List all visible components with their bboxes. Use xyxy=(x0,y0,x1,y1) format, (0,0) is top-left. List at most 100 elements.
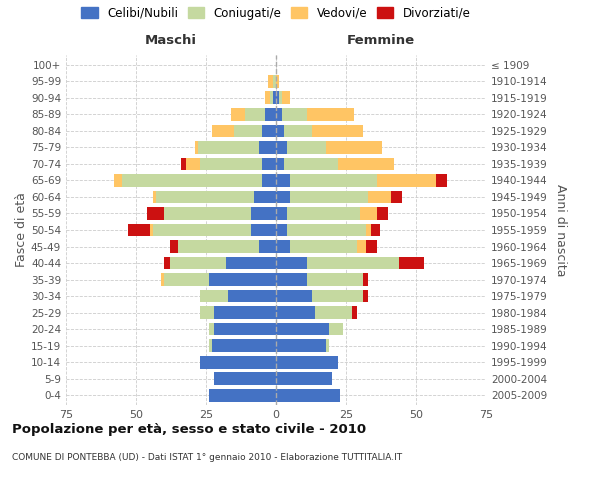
Bar xyxy=(197,141,259,154)
Bar xyxy=(276,388,340,402)
Bar xyxy=(251,207,276,220)
Bar xyxy=(262,174,276,187)
Bar xyxy=(371,224,380,236)
Bar xyxy=(234,124,262,138)
Bar xyxy=(251,224,276,236)
Text: COMUNE DI PONTEBBA (UD) - Dati ISTAT 1° gennaio 2010 - Elaborazione TUTTITALIA.I: COMUNE DI PONTEBBA (UD) - Dati ISTAT 1° … xyxy=(12,452,402,462)
Bar xyxy=(357,240,365,253)
Bar xyxy=(377,207,388,220)
Bar xyxy=(276,290,313,302)
Bar xyxy=(290,174,377,187)
Bar xyxy=(360,207,377,220)
Bar xyxy=(284,158,338,170)
Bar xyxy=(436,174,447,187)
Bar xyxy=(276,141,287,154)
Bar xyxy=(209,339,212,352)
Bar xyxy=(170,256,226,270)
Bar xyxy=(352,306,357,319)
Bar xyxy=(271,92,273,104)
Text: Maschi: Maschi xyxy=(145,34,197,46)
Bar xyxy=(284,124,313,138)
Bar xyxy=(391,190,402,203)
Bar xyxy=(170,240,178,253)
Bar xyxy=(365,224,371,236)
Bar xyxy=(276,322,329,336)
Bar xyxy=(268,75,273,88)
Bar xyxy=(161,273,164,286)
Bar xyxy=(181,158,187,170)
Bar xyxy=(290,190,368,203)
Bar xyxy=(329,322,343,336)
Bar xyxy=(287,207,360,220)
Bar xyxy=(276,273,307,286)
Bar xyxy=(214,306,276,319)
Bar xyxy=(290,240,357,253)
Bar xyxy=(363,290,368,302)
Bar xyxy=(262,158,276,170)
Bar xyxy=(259,240,276,253)
Bar xyxy=(209,322,214,336)
Bar xyxy=(281,108,307,121)
Bar xyxy=(164,273,209,286)
Bar xyxy=(262,124,276,138)
Bar xyxy=(265,92,271,104)
Bar xyxy=(276,207,287,220)
Bar xyxy=(259,141,276,154)
Bar xyxy=(273,75,276,88)
Bar xyxy=(178,240,259,253)
Bar xyxy=(276,356,338,368)
Bar xyxy=(273,92,276,104)
Bar xyxy=(313,124,363,138)
Bar xyxy=(287,141,326,154)
Bar xyxy=(307,108,355,121)
Bar xyxy=(365,240,377,253)
Bar xyxy=(276,240,290,253)
Bar xyxy=(276,158,284,170)
Bar xyxy=(212,124,234,138)
Bar xyxy=(164,256,170,270)
Bar xyxy=(164,207,251,220)
Bar xyxy=(195,141,197,154)
Bar xyxy=(276,75,279,88)
Bar xyxy=(209,273,276,286)
Bar xyxy=(276,174,290,187)
Bar xyxy=(307,256,399,270)
Bar xyxy=(279,92,281,104)
Bar xyxy=(276,124,284,138)
Bar xyxy=(326,141,382,154)
Bar xyxy=(276,339,326,352)
Bar xyxy=(363,273,368,286)
Bar xyxy=(122,174,262,187)
Bar xyxy=(187,158,200,170)
Bar xyxy=(226,256,276,270)
Bar xyxy=(276,256,307,270)
Bar xyxy=(276,108,281,121)
Bar xyxy=(214,322,276,336)
Bar xyxy=(281,92,290,104)
Bar xyxy=(276,224,287,236)
Bar xyxy=(245,108,265,121)
Bar xyxy=(153,224,251,236)
Bar xyxy=(315,306,352,319)
Bar xyxy=(229,290,276,302)
Bar xyxy=(399,256,424,270)
Bar xyxy=(276,190,290,203)
Bar xyxy=(276,92,279,104)
Bar xyxy=(128,224,150,236)
Bar xyxy=(200,290,229,302)
Bar xyxy=(214,372,276,385)
Bar xyxy=(209,388,276,402)
Bar xyxy=(313,290,363,302)
Text: Femmine: Femmine xyxy=(347,34,415,46)
Bar xyxy=(265,108,276,121)
Bar xyxy=(338,158,394,170)
Bar xyxy=(254,190,276,203)
Bar xyxy=(307,273,363,286)
Bar xyxy=(200,306,214,319)
Bar xyxy=(153,190,155,203)
Bar xyxy=(231,108,245,121)
Bar xyxy=(147,207,164,220)
Bar xyxy=(113,174,122,187)
Bar xyxy=(368,190,391,203)
Bar xyxy=(276,306,315,319)
